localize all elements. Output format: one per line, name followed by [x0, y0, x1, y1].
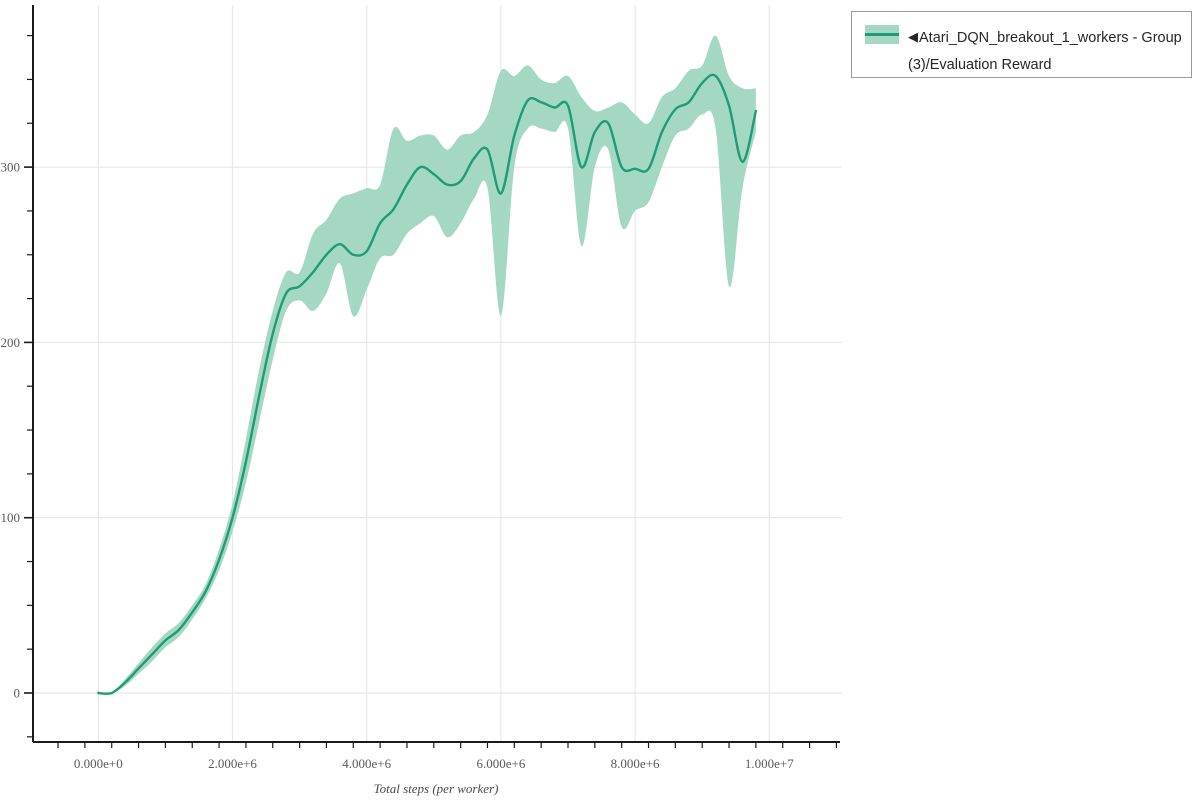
y-tick-label: 200: [1, 335, 21, 350]
legend-item-label: Atari_DQN_breakout_1_workers - Group(3)/…: [908, 30, 1182, 73]
y-tick-label: 300: [1, 160, 21, 175]
chart-legend[interactable]: ◀Atari_DQN_breakout_1_workers - Group(3)…: [851, 11, 1192, 78]
y-tick-label: 0: [14, 686, 21, 701]
x-tick-label: 2.000e+6: [208, 756, 257, 771]
series-line-0[interactable]: [97, 73, 758, 695]
legend-line-sample: [865, 33, 899, 36]
x-tick-label: 0.000e+0: [74, 756, 123, 771]
x-tick-label: 8.000e+6: [611, 756, 660, 771]
x-axis-title: Total steps (per worker): [374, 781, 499, 796]
x-tick-label: 1.000e+7: [745, 756, 794, 771]
gridlines: [33, 5, 842, 742]
y-axis-ticks: [24, 35, 33, 738]
legend-color-swatch: [865, 25, 899, 44]
series-band-0: [98, 35, 756, 695]
y-tick-label: 100: [1, 510, 21, 525]
x-axis-ticks: [57, 742, 838, 748]
legend-triangle-icon: ◀: [908, 29, 918, 44]
x-tick-label: 6.000e+6: [476, 756, 525, 771]
legend-item[interactable]: ◀Atari_DQN_breakout_1_workers - Group(3)…: [852, 12, 1191, 79]
x-tick-label: 4.000e+6: [342, 756, 391, 771]
legend-label-wrapper: ◀Atari_DQN_breakout_1_workers - Group(3)…: [908, 23, 1183, 79]
